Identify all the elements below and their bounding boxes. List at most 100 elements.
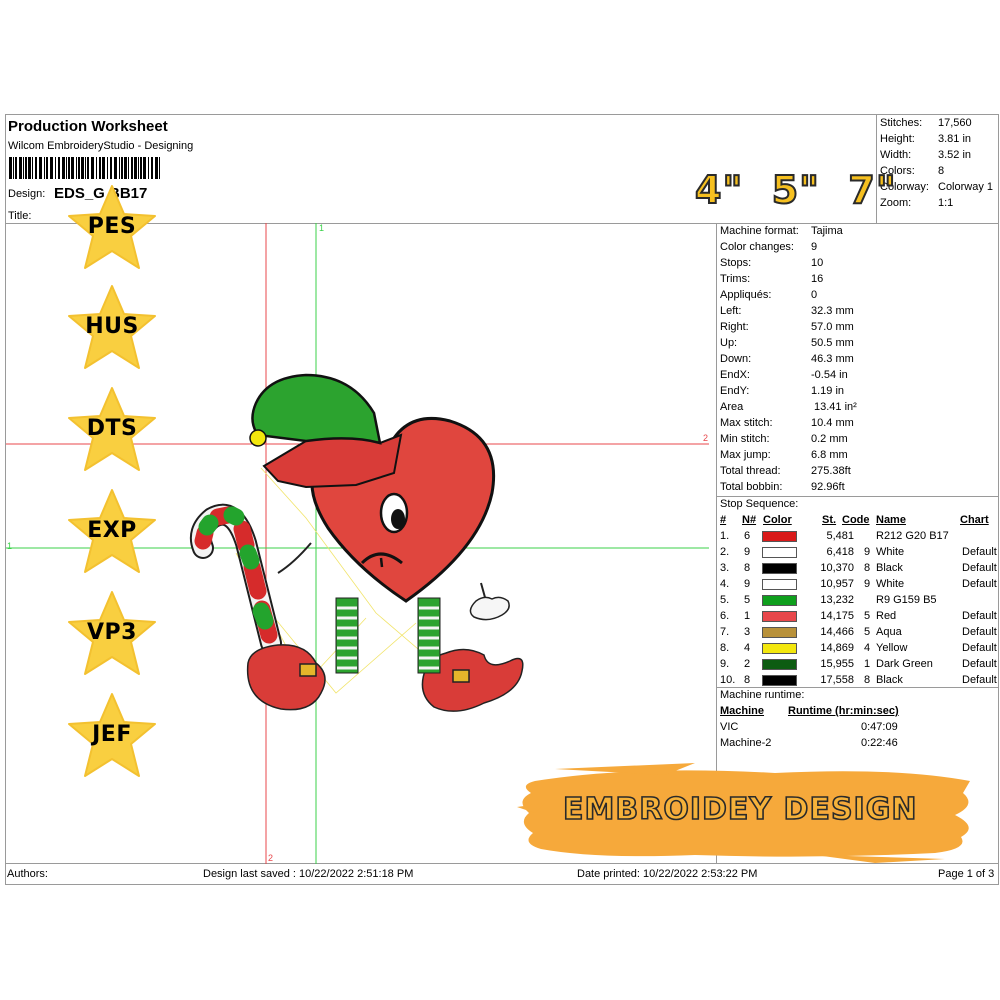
- right-leg: [417, 597, 441, 674]
- stop-num: 10.: [720, 674, 736, 686]
- machine-label-6: Right:: [720, 321, 749, 333]
- stop-num: 4.: [720, 578, 730, 590]
- color-swatch: [762, 611, 797, 622]
- machine-value-13: 0.2 mm: [811, 433, 848, 445]
- banner-text: EMBROIDEY DESIGN: [562, 791, 918, 828]
- stop-name: Dark Green: [876, 658, 933, 670]
- stop-chart: Default: [962, 626, 997, 638]
- stop-needle: 6: [744, 530, 751, 542]
- stop-num: 3.: [720, 562, 730, 574]
- stop-name: Aqua: [876, 626, 902, 638]
- machine-value-5: 32.3 mm: [811, 305, 854, 317]
- stop-stitches: 10,370: [820, 562, 854, 574]
- stop-needle: 5: [744, 594, 751, 606]
- design-label: Design:: [8, 188, 46, 200]
- stop-num: 1.: [720, 530, 730, 542]
- stop-code: 5: [864, 610, 871, 622]
- summary-label-1: Height:: [880, 133, 915, 145]
- stop-row: 10. 8 17,558 8 Black Default: [718, 673, 1000, 689]
- design-name: EDS_G BB17: [54, 185, 148, 202]
- machine-value-15: 275.38ft: [811, 465, 851, 477]
- brush-banner: [517, 763, 970, 863]
- stop-chart: Default: [962, 546, 997, 558]
- stop-row: 8. 4 14,869 4 Yellow Default: [718, 641, 1000, 657]
- left-leg: [335, 597, 359, 674]
- col-stitches: St.: [822, 514, 837, 526]
- machine-label-12: Max stitch:: [720, 417, 773, 429]
- star-icon: [68, 489, 156, 573]
- stop-stitches: 13,232: [820, 594, 854, 606]
- summary-value-5: 1:1: [938, 197, 954, 209]
- runtime-machine-1: VIC: [720, 721, 739, 733]
- stop-chart: Default: [962, 674, 997, 686]
- summary-label-5: Zoom:: [880, 197, 912, 209]
- stop-num: 9.: [720, 658, 730, 670]
- stop-needle: 1: [744, 610, 751, 622]
- star-icon: [68, 285, 156, 369]
- runtime-time-2: 0:22:46: [861, 737, 898, 749]
- machine-value-11: 13.41 in²: [814, 401, 857, 413]
- runtime-time-1: 0:47:09: [861, 721, 898, 733]
- app-name: Wilcom EmbroideryStudio - Designing: [8, 140, 194, 152]
- summary-value-3: 8: [938, 165, 945, 177]
- stop-chart: Default: [962, 642, 997, 654]
- runtime-title: Machine runtime:: [720, 689, 805, 701]
- color-swatch: [762, 531, 797, 542]
- summary-value-1: 3.81 in: [938, 133, 972, 145]
- stop-name: Black: [876, 562, 903, 574]
- stop-row: 2. 9 6,418 9 White Default: [718, 545, 1000, 561]
- color-swatch: [762, 627, 797, 638]
- machine-value-9: -0.54 in: [811, 369, 848, 381]
- star-icon: [68, 693, 156, 777]
- stop-stitches: 14,869: [820, 642, 854, 654]
- stop-row: 9. 2 15,955 1 Dark Green Default: [718, 657, 1000, 673]
- machine-label-13: Min stitch:: [720, 433, 770, 445]
- stop-row: 5. 5 13,232 R9 G159 B5: [718, 593, 1000, 609]
- candy-cane: [189, 503, 282, 654]
- stop-name: R9 G159 B5: [876, 594, 937, 606]
- design-canvas: 1 2 1 2: [6, 223, 709, 864]
- stop-row: 4. 9 10,957 9 White Default: [718, 577, 1000, 593]
- machine-label-7: Up:: [720, 337, 738, 349]
- stop-stitches: 17,558: [820, 674, 854, 686]
- stop-divider: [716, 496, 998, 497]
- stop-name: White: [876, 578, 905, 590]
- color-swatch: [762, 595, 797, 606]
- machine-label-1: Color changes:: [720, 241, 794, 253]
- footer-page: Page 1 of 3: [938, 868, 995, 880]
- machine-value-0: Tajima: [811, 225, 843, 237]
- footer-divider: [6, 863, 998, 864]
- stop-code: 8: [864, 562, 871, 574]
- format-label-dts: DTS: [86, 416, 138, 441]
- machine-value-3: 16: [811, 273, 824, 285]
- summary-value-0: 17,560: [938, 117, 972, 129]
- machine-label-11: Area: [720, 401, 744, 413]
- machine-value-6: 57.0 mm: [811, 321, 854, 333]
- machine-label-8: Down:: [720, 353, 752, 365]
- star-icon: [68, 591, 156, 675]
- runtime-machine-2: Machine-2: [720, 737, 772, 749]
- format-label-hus: HUS: [85, 314, 139, 339]
- col-n: N#: [742, 514, 757, 526]
- stop-needle: 9: [744, 578, 751, 590]
- face: [360, 492, 409, 568]
- machine-label-5: Left:: [720, 305, 742, 317]
- color-swatch: [762, 579, 797, 590]
- format-label-exp: EXP: [87, 518, 137, 543]
- color-swatch: [762, 643, 797, 654]
- stop-chart: Default: [962, 610, 997, 622]
- machine-label-10: EndY:: [720, 385, 750, 397]
- col-num: #: [720, 514, 727, 526]
- stop-header-row: # N# Color St. Code Name Chart: [718, 513, 1000, 529]
- machine-value-7: 50.5 mm: [811, 337, 854, 349]
- bottom-guide-marker: 2: [268, 853, 273, 863]
- info-divider: [716, 223, 717, 863]
- stop-row: 7. 3 14,466 5 Aqua Default: [718, 625, 1000, 641]
- stop-name: Yellow: [876, 642, 908, 654]
- format-star-exp: EXP: [64, 486, 160, 578]
- stop-needle: 8: [744, 562, 751, 574]
- color-swatch: [762, 547, 797, 558]
- footer-printed: Date printed: 10/22/2022 2:53:22 PM: [577, 868, 758, 880]
- stop-row: 6. 1 14,175 5 Red Default: [718, 609, 1000, 625]
- stop-code: 1: [864, 658, 871, 670]
